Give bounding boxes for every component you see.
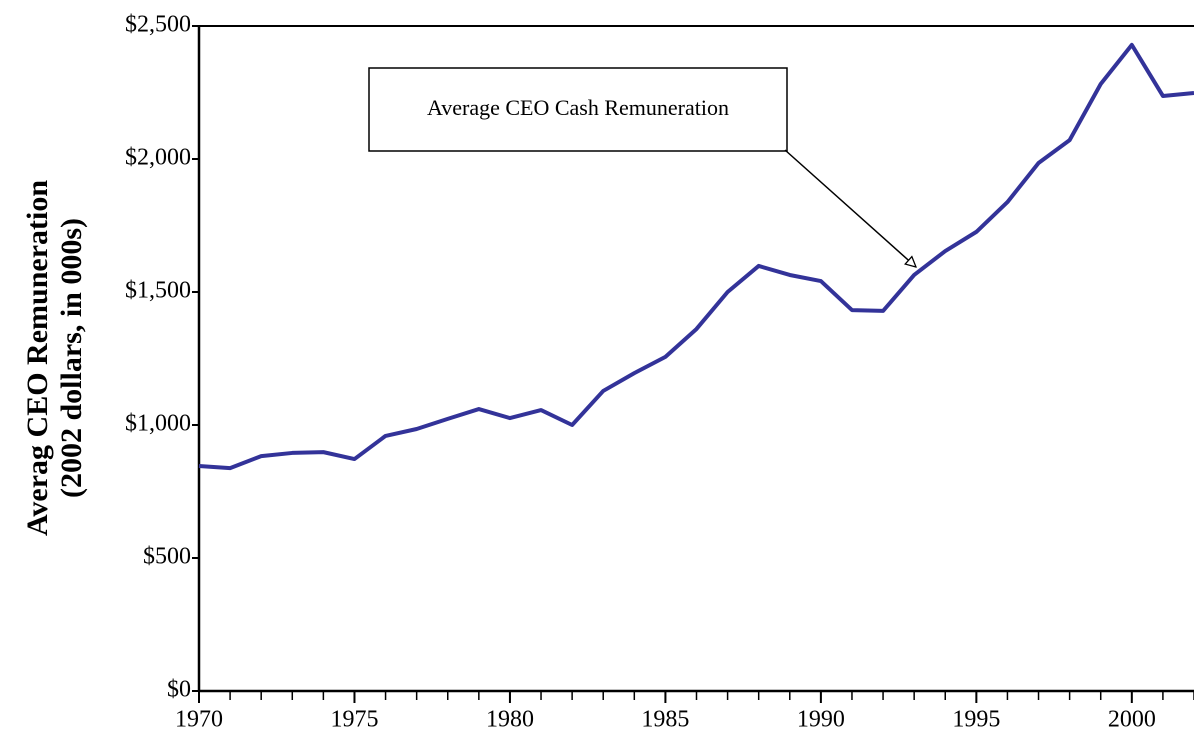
annotation-box xyxy=(368,67,788,152)
annotation-arrow xyxy=(784,149,916,267)
line-series xyxy=(198,42,1194,471)
x-tick-label: 1990 xyxy=(797,707,845,733)
y-tick-label: $2,000 xyxy=(125,145,191,171)
x-tick-label: 1995 xyxy=(952,707,1000,733)
y-axis-label: (2002 dollars, in 000s) xyxy=(55,218,88,498)
y-tick-label: $1,000 xyxy=(125,411,191,437)
x-tick-label: 1980 xyxy=(486,707,534,733)
x-tick-label: 1975 xyxy=(330,707,378,733)
y-tick-label: $0 xyxy=(167,677,191,703)
y-tick-label: $2,500 xyxy=(125,12,191,38)
x-tick-label: 1970 xyxy=(175,707,223,733)
y-axis-label: Averag CEO Remuneration xyxy=(21,180,54,536)
x-tick-label: 2000 xyxy=(1108,707,1156,733)
y-tick-label: $1,500 xyxy=(125,278,191,304)
annotation: Average CEO Cash Remuneration xyxy=(427,95,729,120)
x-tick-label: 1985 xyxy=(641,707,689,733)
y-tick-label: $500 xyxy=(143,544,191,570)
